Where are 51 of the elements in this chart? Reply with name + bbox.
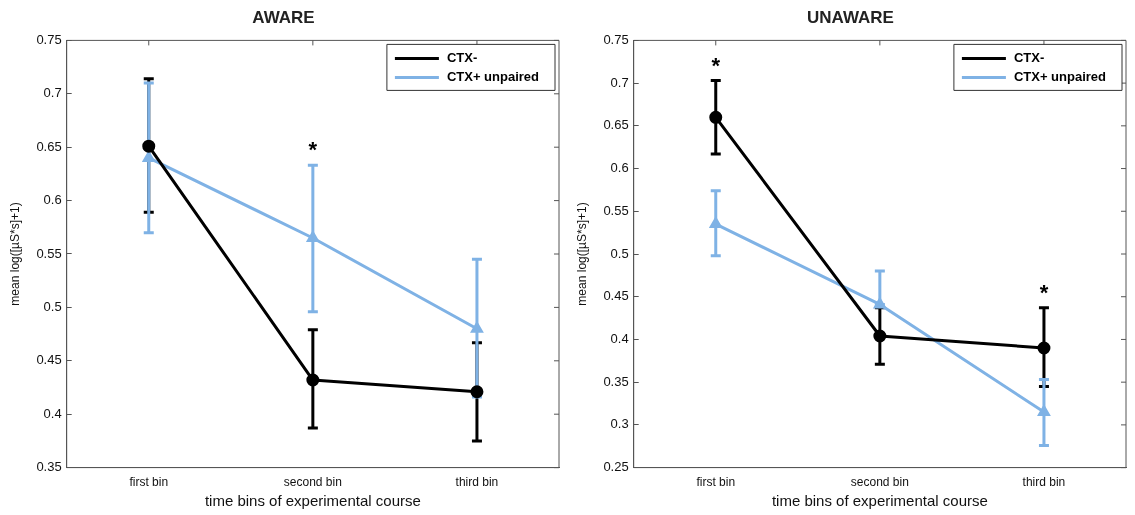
legend-label: CTX+ unpaired (1013, 68, 1107, 84)
y-axis-title: mean log([µS*s]+1) (7, 202, 22, 306)
point (471, 322, 483, 333)
annotation: * (1039, 279, 1049, 305)
y-tick-label: 0.35 (36, 459, 62, 475)
y-tick-label: 0.6 (610, 160, 629, 176)
point (307, 231, 319, 242)
x-tick-label: second bin (850, 475, 909, 490)
x-axis-title: time bins of experimental course (771, 492, 988, 510)
y-tick-label: 0.5 (610, 245, 629, 261)
y-axis-title: mean log([µS*s]+1) (574, 202, 589, 306)
y-tick-label: 0.55 (603, 202, 629, 218)
chart-title: AWARE (252, 7, 315, 27)
point (873, 329, 887, 343)
point (874, 297, 886, 309)
point (470, 385, 484, 399)
y-tick-label: 0.7 (43, 85, 62, 101)
y-tick-label: 0.5 (43, 298, 62, 314)
point (306, 373, 320, 387)
point (709, 110, 723, 124)
y-tick-label: 0.7 (610, 74, 629, 90)
annotation: * (308, 137, 318, 163)
y-tick-label: 0.4 (610, 331, 629, 347)
x-axis-title: time bins of experimental course (204, 492, 421, 510)
annotation: * (711, 52, 721, 78)
y-tick-label: 0.65 (36, 138, 62, 154)
y-tick-label: 0.45 (603, 288, 629, 304)
x-tick-label: third bin (455, 475, 499, 490)
legend-label: CTX- (446, 49, 478, 65)
y-tick-label: 0.55 (36, 245, 62, 261)
legend-label: CTX+ unpaired (446, 68, 540, 84)
x-tick-label: first bin (696, 475, 736, 490)
point (1038, 405, 1050, 417)
y-tick-label: 0.35 (603, 373, 629, 389)
point (709, 217, 722, 229)
chart-title: UNAWARE (807, 7, 894, 27)
point (142, 151, 155, 162)
x-tick-label: third bin (1022, 475, 1066, 490)
y-tick-label: 0.25 (603, 459, 629, 475)
point (1037, 341, 1051, 355)
y-tick-label: 0.65 (603, 117, 629, 133)
y-tick-label: 0.4 (43, 405, 62, 421)
x-tick-label: first bin (129, 475, 169, 490)
y-tick-label: 0.6 (43, 192, 62, 208)
x-tick-label: second bin (283, 475, 342, 490)
y-tick-label: 0.75 (603, 31, 629, 47)
legend-label: CTX- (1013, 49, 1045, 65)
y-tick-label: 0.3 (610, 416, 629, 432)
y-tick-label: 0.75 (36, 31, 62, 47)
point (142, 139, 156, 153)
y-tick-label: 0.45 (36, 352, 62, 368)
